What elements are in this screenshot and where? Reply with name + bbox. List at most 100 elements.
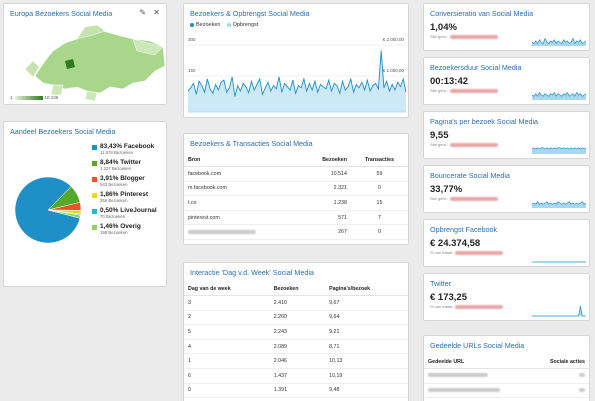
table-row[interactable]: t.co 1.238 15: [184, 195, 408, 211]
legend-item[interactable]: 1,86% Pinterest 259 Bezoeken: [92, 191, 166, 203]
widget-title: Aandeel Bezoekers Social Media: [10, 127, 116, 136]
legend-pct: 1,86% Pinterest: [100, 191, 149, 198]
sparkline-line: [532, 37, 586, 45]
legend-swatch: [92, 192, 97, 198]
table-row[interactable]: 5 2.243 9,21: [184, 324, 408, 340]
widget-title: Conversieratio van Social Media: [430, 9, 534, 18]
sparkline[interactable]: [532, 89, 586, 101]
kpi-comparison: Site gem.:: [424, 87, 589, 94]
europe-map[interactable]: [5, 21, 167, 101]
widget-title: Pagina's per bezoek Social Media: [430, 117, 539, 126]
kpi-comparison: % van totaal:: [424, 249, 589, 256]
col-dag[interactable]: Dag van de week: [184, 283, 270, 296]
legend-pct: 8,84% Twitter: [100, 159, 142, 166]
legend-visits: 543 Bezoeken: [100, 182, 128, 187]
col-paginas[interactable]: Pagina's/bezoek: [325, 283, 408, 296]
table-row[interactable]: m.facebook.com 2.321 0: [184, 181, 408, 197]
table-row[interactable]: 0 1.391 9,48: [184, 383, 408, 399]
table-row[interactable]: [424, 368, 589, 384]
cell-bron[interactable]: pinterest.com: [184, 210, 301, 226]
col-bron[interactable]: Bron: [184, 154, 301, 167]
series-area-bezoeken: [188, 50, 406, 112]
col-transacties[interactable]: Transacties: [350, 154, 408, 167]
sparkline-line: [532, 201, 586, 205]
map-scale: 1 10.136: [10, 95, 59, 100]
legend-swatch: [92, 176, 97, 182]
cell-paginas: 10,13: [325, 353, 408, 369]
cell-bezoeken: 2.321: [300, 181, 351, 197]
cell-dag: 0: [184, 383, 270, 399]
sparkline-line: [532, 305, 586, 317]
legend-pct: 1,46% Overig: [100, 223, 141, 230]
cell-bezoeken: 267: [300, 224, 351, 240]
transactions-table: Bron Bezoeken Transacties facebook.com 10…: [184, 154, 408, 240]
legend-pct: 3,91% Blogger: [100, 175, 145, 182]
shared-urls-table: Gedeelde URL Sociale acties: [424, 356, 589, 401]
cell-dag: 6: [184, 368, 270, 384]
legend-item[interactable]: 8,84% Twitter 1.227 Bezoeken: [92, 159, 166, 171]
cell-bron[interactable]: facebook.com: [184, 166, 301, 182]
close-icon[interactable]: ✕: [153, 8, 160, 17]
legend-opbrengst[interactable]: Opbrengst: [226, 22, 258, 28]
kpi-comparison: Site gem.:: [424, 33, 589, 40]
cell-paginas: 9,67: [325, 295, 408, 311]
legend-item[interactable]: 1,46% Overig 198 Bezoeken: [92, 223, 166, 235]
redacted-value: [455, 304, 504, 309]
table-row[interactable]: 1 2.046 10,13: [184, 353, 408, 369]
share-pie-chart[interactable]: [13, 175, 83, 245]
legend-swatch: [92, 208, 97, 214]
kpi-widget: Bouncerate Social Media 33,77% Site gem.:: [423, 165, 590, 213]
netherlands-region: [65, 59, 75, 69]
legend-item[interactable]: 83,43% Facebook 11.578 Bezoeken: [92, 143, 166, 155]
table-row[interactable]: 267 0: [184, 224, 408, 240]
col-acties[interactable]: Sociale acties: [531, 356, 589, 369]
kpi-widget: Twitter € 173,25% van totaal:: [423, 273, 590, 321]
table-row[interactable]: 2 2.260 9,64: [184, 310, 408, 326]
redacted-value: [450, 88, 499, 93]
redacted-source: [188, 229, 256, 234]
kpi-comparison-label: % van totaal:: [430, 304, 454, 309]
cell-paginas: 9,21: [325, 324, 408, 340]
table-row[interactable]: pinterest.com 571 7: [184, 210, 408, 226]
cell-bron[interactable]: m.facebook.com: [184, 181, 301, 197]
edit-icon[interactable]: ✎: [139, 8, 147, 17]
legend-item[interactable]: 3,91% Blogger 543 Bezoeken: [92, 175, 166, 187]
col-bezoeken[interactable]: Bezoeken: [300, 154, 351, 167]
pie-slice[interactable]: [47, 209, 81, 219]
cell-dag: 5: [184, 324, 270, 340]
sparkline[interactable]: [532, 305, 586, 317]
legend-visits: 198 Bezoeken: [100, 230, 128, 235]
sparkline[interactable]: [532, 251, 586, 263]
table-row[interactable]: 3 2.410 9,67: [184, 295, 408, 311]
y-tick-right-mid: € 1.000,00: [382, 68, 404, 73]
cell-bezoeken: 571: [300, 210, 351, 226]
kpi-value: 33,77%: [430, 184, 463, 195]
series-line-bezoeken[interactable]: [187, 50, 407, 97]
legend-bezoeken[interactable]: Bezoeken: [190, 22, 220, 28]
revenue-line-chart[interactable]: [186, 44, 408, 116]
widget-title: Opbrengst Facebook: [430, 225, 498, 234]
cell-bezoeken: 2.089: [269, 339, 326, 355]
legend-item[interactable]: 0,50% LiveJournal 70 Bezoeken: [92, 207, 166, 219]
table-row[interactable]: facebook.com 10.514 59: [184, 166, 408, 182]
sparkline[interactable]: [532, 35, 586, 47]
cell-bron[interactable]: [184, 224, 301, 240]
sparkline-area: [532, 306, 586, 316]
col-bezoeken[interactable]: Bezoeken: [269, 283, 326, 296]
transactions-widget: Bezoekers & Transacties Social Media Bro…: [183, 133, 409, 245]
sparkline[interactable]: [532, 143, 586, 155]
table-row[interactable]: 6 1.437 10,19: [184, 368, 408, 384]
scale-gradient: [14, 95, 43, 100]
table-row[interactable]: [424, 383, 589, 399]
kpi-value: 9,55: [430, 130, 449, 141]
kpi-comparison: Site gem.:: [424, 141, 589, 148]
table-row[interactable]: [424, 397, 589, 401]
cell-bron[interactable]: t.co: [184, 195, 301, 211]
europe-map-widget: Europa Bezoekers Social Media ✎ ✕ 1 10.1…: [3, 3, 167, 105]
col-url[interactable]: Gedeelde URL: [424, 356, 532, 369]
pie-slice[interactable]: [14, 176, 81, 244]
widget-title: Interactie 'Dag v.d. Week' Social Media: [190, 268, 314, 277]
table-row[interactable]: 4 2.089 8,71: [184, 339, 408, 355]
redacted-value: [455, 250, 504, 255]
sparkline[interactable]: [532, 197, 586, 209]
